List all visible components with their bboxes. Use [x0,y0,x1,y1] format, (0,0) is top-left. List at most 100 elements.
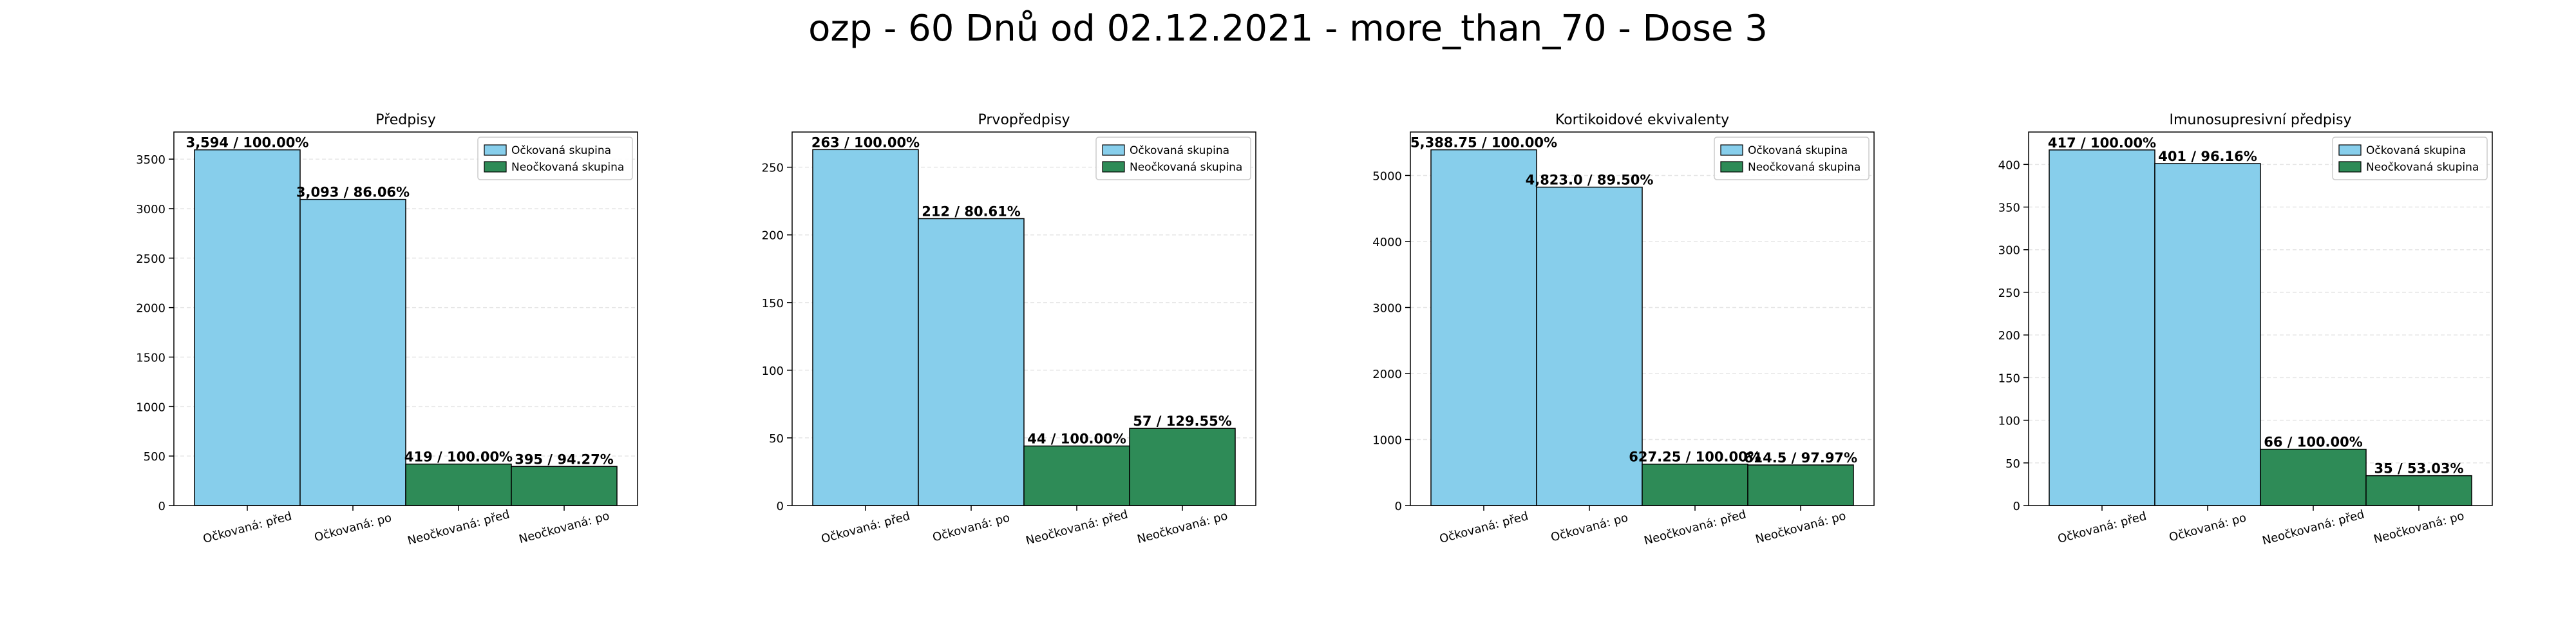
bar [299,198,406,506]
y-tick-label: 500 [144,450,166,464]
legend-box [1095,137,1251,180]
y-tick-label: 0 [777,500,784,513]
bar [2260,448,2367,506]
legend-box [2332,137,2488,180]
bar [405,463,512,506]
legend-label: Neočkovaná skupina [511,161,624,174]
bar-value-label: 627.25 / 100.00% [1629,450,1761,465]
y-tick-label: 150 [1998,372,2020,385]
bar [1129,428,1236,506]
bar [1536,186,1643,506]
y-tick-label: 100 [1998,415,2020,428]
y-tick-label: 150 [762,297,784,310]
y-tick-label: 200 [762,229,784,243]
legend-label: Očkovaná skupina [1130,144,1229,157]
bar [812,149,919,506]
bar-value-label: 44 / 100.00% [1027,431,1126,447]
bar [1642,463,1748,506]
legend-label: Očkovaná skupina [1748,144,1848,157]
bar [1430,149,1537,506]
x-tick-label: Očkovaná: před [820,509,911,546]
chart-prvopredpisy: Prvopředpisy 263 / 100.00% 212 / 80.61% 44 … [762,112,1256,548]
chart-predpisy: Předpisy 3,594 / 100.00% 3,093 / 86.06% 419… [136,112,638,548]
bar [194,149,301,506]
plot-frame [2028,131,2493,506]
legend-label: Očkovaná skupina [511,144,611,157]
y-tick-label: 2000 [136,302,166,316]
legend-label: Neočkovaná skupina [1748,161,1861,174]
plot-frame [1410,131,1875,506]
y-tick-label: 4000 [1372,236,1402,249]
bar [2049,149,2155,506]
y-tick-label: 50 [769,432,784,446]
x-tick-label: Očkovaná: po [931,511,1011,544]
y-tick-label: 250 [1998,287,2020,300]
y-tick-label: 1000 [136,401,166,414]
y-tick-label: 2500 [136,252,166,266]
legend-swatch [484,161,507,173]
bar-value-label: 5,388.75 / 100.00% [1410,135,1557,151]
legend-swatch [1102,161,1125,173]
x-tick-label: Neočkovaná: před [1643,507,1748,547]
y-tick-label: 1000 [1372,433,1402,447]
legend-swatch [2338,161,2362,173]
x-tick-label: Očkovaná: před [1438,509,1530,546]
x-tick-label: Očkovaná: před [202,509,293,546]
bar [918,218,1025,506]
legend-swatch [1720,161,1743,173]
x-tick-label: Neočkovaná: po [1754,509,1848,547]
bar-value-label: 212 / 80.61% [922,204,1021,219]
x-tick-label: Očkovaná: po [1549,511,1629,544]
legend-swatch [2338,144,2362,156]
bar [2154,163,2261,506]
y-tick-label: 0 [1395,500,1402,513]
legend-box [477,137,633,180]
legend-swatch [484,144,507,156]
y-tick-label: 400 [1998,158,2020,172]
y-tick-label: 1500 [136,351,166,365]
bar-value-label: 3,594 / 100.00% [186,135,309,151]
panel-title: Imunosupresivní předpisy [2170,112,2352,128]
panel-title: Kortikoidové ekvivalenty [1555,112,1729,128]
bar-value-label: 401 / 96.16% [2158,149,2257,164]
x-tick-label: Očkovaná: po [313,511,393,544]
legend-swatch [1102,144,1125,156]
x-tick-label: Neočkovaná: po [1136,509,1229,547]
y-tick-label: 300 [1998,244,2020,258]
x-tick-label: Očkovaná: před [2056,509,2148,546]
bar-value-label: 263 / 100.00% [811,135,920,150]
y-tick-label: 250 [762,162,784,175]
chart-imunosupresivni-predpisy: Imunosupresivní předpisy 417 / 100.00%401… [1998,112,2493,548]
x-tick-label: Neočkovaná: před [406,507,511,547]
legend-box [1714,137,1870,180]
chart-kortikoidove-ekvivalenty: Kortikoidové ekvivalenty 5,388.75 / 100.0… [1372,112,1875,548]
y-tick-label: 2000 [1372,368,1402,381]
bar [1023,445,1130,506]
x-tick-label: Neočkovaná: po [2372,509,2466,547]
bar-value-label: 614.5 / 97.97% [1744,450,1857,466]
y-tick-label: 0 [2013,500,2020,513]
x-tick-label: Neočkovaná: před [1025,507,1130,547]
bar [2365,475,2472,506]
panel-title: Předpisy [375,112,436,128]
x-tick-label: Neočkovaná: po [518,509,611,547]
plot-frame [173,131,638,506]
y-tick-label: 200 [1998,329,2020,343]
x-tick-label: Očkovaná: po [2168,511,2248,544]
legend-swatch [1720,144,1743,156]
bar-value-label: 57 / 129.55% [1133,413,1232,429]
bar [511,466,618,506]
y-tick-label: 100 [762,365,784,378]
bar-value-label: 395 / 94.27% [515,451,614,467]
panel-title: Prvopředpisy [978,112,1070,128]
y-tick-label: 0 [158,500,166,513]
y-tick-label: 350 [1998,202,2020,215]
plot-frame [791,131,1256,506]
legend-label: Neočkovaná skupina [2366,161,2479,174]
bar-value-label: 35 / 53.03% [2374,461,2464,477]
x-tick-label: Neočkovaná: před [2261,507,2366,547]
bar-value-label: 66 / 100.00% [2264,435,2363,450]
y-tick-label: 5000 [1372,169,1402,183]
bar-value-label: 3,093 / 86.06% [296,185,410,200]
bar-value-label: 419 / 100.00% [404,450,513,465]
